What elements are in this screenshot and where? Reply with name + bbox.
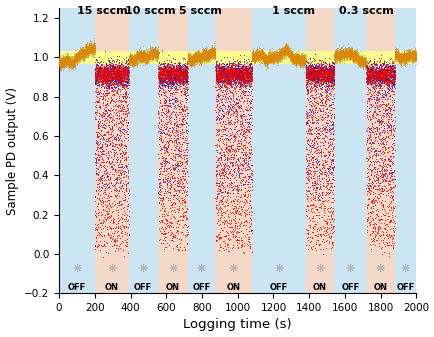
Bar bbox=[59, 51, 415, 64]
Text: OFF: OFF bbox=[134, 283, 152, 292]
Text: OFF: OFF bbox=[192, 283, 210, 292]
Text: ❋: ❋ bbox=[196, 264, 206, 274]
Text: ON: ON bbox=[105, 283, 118, 292]
X-axis label: Logging time (s): Logging time (s) bbox=[183, 318, 291, 332]
Text: OFF: OFF bbox=[269, 283, 287, 292]
Text: ❋: ❋ bbox=[72, 264, 82, 274]
Text: ❋: ❋ bbox=[315, 264, 324, 274]
Text: 10 sccm: 10 sccm bbox=[125, 6, 175, 16]
Bar bbox=[365, 8, 394, 293]
Bar bbox=[333, 8, 365, 293]
Text: ON: ON bbox=[312, 283, 326, 292]
Text: 1 sccm: 1 sccm bbox=[271, 6, 314, 16]
Text: OFF: OFF bbox=[396, 283, 414, 292]
Text: ❋: ❋ bbox=[375, 264, 385, 274]
Text: ❋: ❋ bbox=[107, 264, 116, 274]
Text: 0.3 sccm: 0.3 sccm bbox=[338, 6, 393, 16]
Bar bbox=[95, 8, 128, 293]
Text: ❋: ❋ bbox=[228, 264, 238, 274]
Text: OFF: OFF bbox=[340, 283, 358, 292]
Y-axis label: Sample PD output (V): Sample PD output (V) bbox=[6, 87, 19, 215]
Bar bbox=[251, 8, 305, 293]
Text: 5 sccm: 5 sccm bbox=[178, 6, 221, 16]
Text: ❋: ❋ bbox=[345, 264, 354, 274]
Bar bbox=[215, 8, 251, 293]
Text: ❋: ❋ bbox=[273, 264, 283, 274]
Bar bbox=[394, 8, 415, 293]
Text: ON: ON bbox=[165, 283, 180, 292]
Text: ON: ON bbox=[226, 283, 240, 292]
Bar bbox=[187, 8, 215, 293]
Text: ❋: ❋ bbox=[138, 264, 148, 274]
Text: ON: ON bbox=[373, 283, 387, 292]
Bar bbox=[305, 8, 333, 293]
Bar bbox=[59, 8, 95, 293]
Text: 15 sccm: 15 sccm bbox=[76, 6, 127, 16]
Text: ❋: ❋ bbox=[168, 264, 177, 274]
Text: OFF: OFF bbox=[68, 283, 86, 292]
Bar bbox=[158, 8, 187, 293]
Text: ❋: ❋ bbox=[400, 264, 409, 274]
Bar bbox=[128, 8, 158, 293]
